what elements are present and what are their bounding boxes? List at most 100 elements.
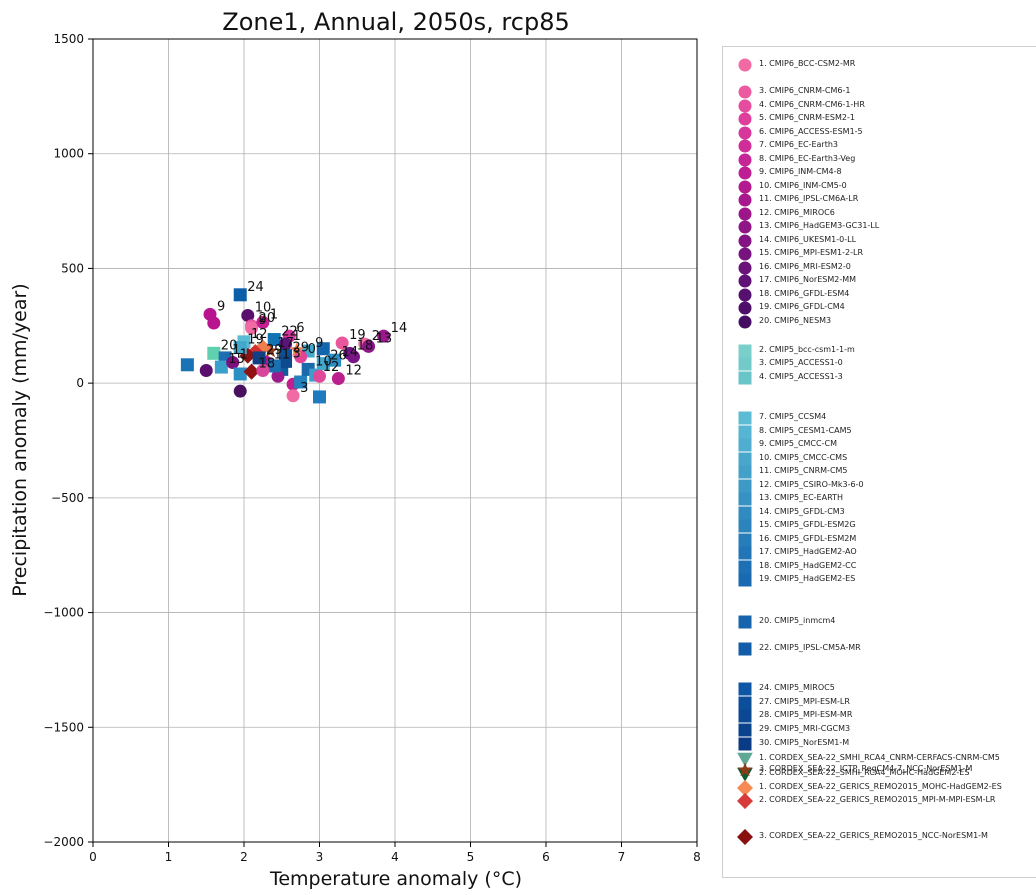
legend-marker (738, 615, 752, 629)
plot-frame (92, 38, 698, 843)
legend-entry: 19. CMIP5_HadGEM2-ES (759, 574, 856, 583)
legend-entry: 2. CORDEX_SEA-22_SMHI_RCA4_MOHC-HadGEM2-… (759, 768, 970, 777)
point-label: 19 (349, 328, 366, 343)
data-point (294, 350, 308, 364)
legend-entry: 3. CMIP6_CNRM-CM6-1 (759, 86, 851, 95)
legend-marker (737, 767, 753, 782)
legend-entry: 13. CMIP6_HadGEM3-GC31-LL (759, 221, 880, 230)
data-point (245, 321, 259, 335)
legend-entry: 3. CORDEX_SEA-22_GERICS_REMO2015_NCC-Nor… (759, 831, 988, 840)
point-labels: 249 1020196221171219201151181131012926141… (217, 280, 407, 396)
data-point (256, 315, 270, 329)
legend-marker-shape (738, 85, 752, 99)
legend-entry: 22. CMIP5_IPSL-CM5A-MR (759, 643, 861, 652)
data-point (207, 346, 221, 360)
legend-marker-shape (738, 234, 752, 248)
legend-entry: 7. CMIP5_CCSM4 (759, 412, 827, 421)
data-point (252, 351, 266, 365)
data-point (279, 337, 293, 351)
legend-marker (738, 220, 752, 234)
legend-marker (738, 126, 752, 140)
legend-entry: 7. CMIP6_EC-Earth3 (759, 140, 839, 149)
legend-marker-shape (737, 762, 753, 777)
legend-marker (738, 723, 752, 737)
legend-entry: 9. CMIP6_INM-CM4-8 (759, 167, 842, 176)
point-label: 1 (232, 343, 240, 358)
legend-marker (738, 112, 752, 126)
x-tick-label: 8 (693, 850, 701, 864)
legend-marker-shape (738, 546, 752, 560)
point-label: 14 (342, 345, 359, 360)
legend-marker-shape (738, 425, 752, 439)
legend-marker (738, 58, 752, 72)
point-label: 1 (293, 329, 301, 344)
legend-marker-shape (738, 288, 752, 302)
legend-marker (738, 315, 752, 329)
data-point (214, 360, 228, 374)
legend-marker-shape (738, 737, 752, 751)
point-label: 12 (251, 327, 268, 342)
legend-entry: 28. CMIP5_MPI-ESM-MR (759, 710, 853, 719)
legend-marker-shape (738, 465, 752, 479)
y-tick-label: 1500 (53, 32, 84, 46)
y-tick-label: −500 (51, 491, 84, 505)
point-label: 11 (274, 347, 291, 362)
legend-marker (738, 533, 752, 547)
point-label: 10 (255, 300, 272, 315)
legend-entry: 16. CMIP5_GFDL-ESM2M (759, 534, 857, 543)
legend-marker-shape (738, 112, 752, 126)
legend-entry: 4. CMIP6_CNRM-CM6-1-HR (759, 100, 865, 109)
data-point (289, 342, 305, 357)
legend-entry: 9. CMIP5_CMCC-CM (759, 439, 837, 448)
x-tick-label: 7 (618, 850, 626, 864)
point-label: 20 (221, 338, 238, 353)
data-point (279, 354, 293, 368)
y-tick-label: 500 (61, 261, 84, 275)
y-tick-label: 0 (76, 376, 84, 390)
legend-entry: 3. CORDEX_SEA-22_ICTP_RegCM4-7_NCC-NorES… (759, 764, 973, 773)
legend-marker-shape (738, 274, 752, 288)
legend-entry: 18. CMIP6_GFDL-ESM4 (759, 289, 850, 298)
point-label: 1 (240, 347, 248, 362)
data-point (267, 359, 281, 373)
legend-marker (738, 139, 752, 153)
x-tick-label: 0 (89, 850, 97, 864)
legend-entry: 14. CMIP5_GFDL-CM3 (759, 507, 845, 516)
data-point (271, 369, 285, 383)
legend-marker (738, 207, 752, 221)
legend-marker-shape (738, 357, 752, 371)
legend-entry: 17. CMIP5_HadGEM2-AO (759, 547, 857, 556)
point-label: 18 (357, 338, 374, 353)
legend-entry: 4. CMIP5_ACCESS1-3 (759, 372, 843, 381)
x-tick-label: 4 (391, 850, 399, 864)
legend-marker (738, 193, 752, 207)
point-label: 9 (315, 336, 323, 351)
legend-marker-shape (737, 829, 753, 845)
legend-entry: 17. CMIP6_NorESM2-MM (759, 275, 857, 284)
legend-marker-shape (738, 519, 752, 533)
legend-entry: 24. CMIP5_MIROC5 (759, 683, 835, 692)
legend-marker (737, 762, 753, 777)
legend-entry: 5. CMIP6_CNRM-ESM2-1 (759, 113, 855, 122)
y-tick-label: −1000 (43, 606, 84, 620)
legend-marker (738, 85, 752, 99)
legend-marker (738, 247, 752, 261)
legend-marker (738, 344, 752, 358)
point-label: 1 (270, 307, 278, 322)
legend-marker (738, 166, 752, 180)
legend-entry: 19. CMIP6_GFDL-CM4 (759, 302, 845, 311)
legend-marker (738, 425, 752, 439)
legend-marker-shape (737, 767, 753, 782)
point-label: 12 (345, 364, 362, 379)
legend-marker-shape (738, 709, 752, 723)
legend-marker (738, 709, 752, 723)
point-label: 13 (376, 331, 393, 346)
legend-marker-shape (738, 371, 752, 385)
legend-marker-shape (738, 193, 752, 207)
legend-marker-shape (738, 315, 752, 329)
legend-marker (737, 752, 753, 767)
legend: 1. CMIP6_BCC-CSM2-MR 3. CMIP6_CNRM-CM6-1 4… (722, 46, 1036, 878)
legend-marker (738, 519, 752, 533)
legend-marker-shape (738, 247, 752, 261)
